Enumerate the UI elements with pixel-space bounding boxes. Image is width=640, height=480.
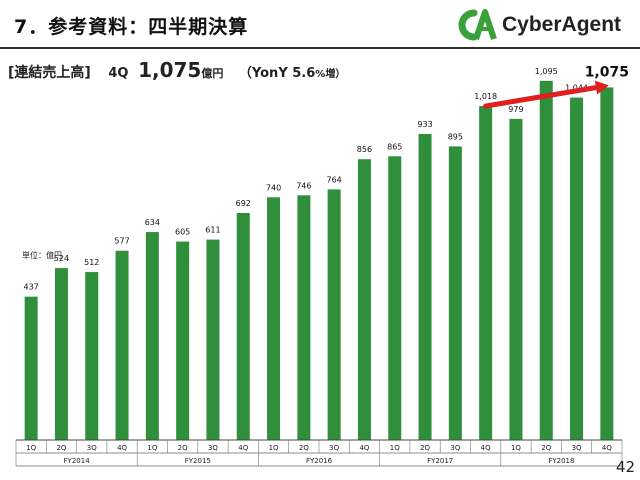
category-tick-label: 1Q: [26, 444, 36, 452]
data-label: 605: [175, 228, 190, 237]
bar: [54, 268, 68, 440]
bar: [297, 195, 311, 440]
data-label: 764: [327, 175, 342, 184]
data-label: 979: [508, 105, 523, 114]
summary-unit: 億円: [201, 67, 224, 80]
data-label: 856: [357, 145, 372, 154]
bar: [539, 80, 553, 440]
data-label: 1,075: [585, 64, 629, 80]
category-tick-label: 2Q: [541, 444, 551, 452]
data-label: 740: [266, 183, 281, 192]
category-tick-label: 3Q: [329, 444, 339, 452]
summary-yoy: （YonY 5.6: [238, 66, 316, 81]
bar: [448, 146, 462, 440]
data-label: 895: [448, 132, 463, 141]
bar: [479, 106, 493, 440]
category-tick-label: 1Q: [390, 444, 400, 452]
category-tick-label: 4Q: [481, 444, 491, 452]
summary-label: [連結売上高]: [8, 65, 91, 81]
category-tick-label: 4Q: [238, 444, 248, 452]
data-label: 437: [24, 283, 39, 292]
bar: [145, 232, 159, 440]
category-tick-label: 3Q: [208, 444, 218, 452]
bar: [509, 118, 523, 440]
group-label: FY2016: [306, 457, 333, 465]
group-label: FY2015: [185, 457, 211, 465]
bar: [85, 272, 99, 440]
bar: [570, 97, 584, 441]
category-tick-label: 4Q: [117, 444, 127, 452]
bar: [176, 241, 190, 440]
bar: [418, 133, 432, 440]
category-tick-label: 2Q: [299, 444, 309, 452]
logo-wordmark: CyberAgent: [502, 13, 622, 36]
group-label: FY2014: [64, 457, 91, 465]
bar: [327, 189, 341, 440]
data-label: 1,044: [565, 84, 588, 93]
data-label: 692: [236, 199, 251, 208]
growth-arrow-icon: [594, 80, 609, 95]
bar: [236, 213, 250, 440]
bar: [357, 159, 371, 440]
data-label: 865: [387, 142, 402, 151]
summary-yoy-unit: %増）: [315, 69, 346, 80]
sales-summary: [連結売上高] 4Q 1,075億円 （YonY 5.6%増）: [8, 58, 345, 82]
logo-mark-icon: [458, 9, 497, 41]
bar: [24, 296, 38, 440]
bar: [115, 250, 129, 440]
data-label: 634: [145, 218, 160, 227]
category-tick-label: 2Q: [56, 444, 66, 452]
title-divider: [0, 47, 640, 49]
data-label: 611: [205, 226, 220, 235]
category-tick-label: 1Q: [511, 444, 521, 452]
data-label: 524: [54, 254, 69, 263]
data-label: 512: [84, 258, 99, 267]
category-tick-label: 3Q: [572, 444, 582, 452]
page-number: 42: [616, 458, 636, 476]
category-tick-label: 3Q: [87, 444, 97, 452]
category-tick-label: 4Q: [359, 444, 369, 452]
summary-quarter: 4Q: [108, 66, 129, 81]
data-label: 1,095: [535, 67, 558, 76]
growth-arrow-shaft: [483, 84, 602, 109]
bar: [267, 197, 281, 440]
bar: [600, 87, 614, 441]
data-label: 746: [296, 181, 311, 190]
summary-value: 1,075: [138, 58, 202, 82]
category-tick-label: 2Q: [178, 444, 188, 452]
category-tick-label: 4Q: [602, 444, 612, 452]
data-label: 933: [417, 120, 432, 129]
category-tick-label: 3Q: [450, 444, 460, 452]
unit-label: 単位：億円: [22, 251, 62, 260]
group-label: FY2017: [427, 457, 453, 465]
group-label: FY2018: [548, 457, 574, 465]
category-tick-label: 2Q: [420, 444, 430, 452]
data-label: 1,018: [474, 92, 497, 101]
page-title: 7．参考資料：四半期決算: [14, 16, 249, 38]
bar: [388, 156, 402, 440]
bar: [206, 239, 220, 440]
data-label: 577: [114, 237, 129, 246]
category-tick-label: 1Q: [269, 444, 279, 452]
category-tick-label: 1Q: [147, 444, 157, 452]
cyberagent-logo: CyberAgent: [454, 6, 634, 44]
